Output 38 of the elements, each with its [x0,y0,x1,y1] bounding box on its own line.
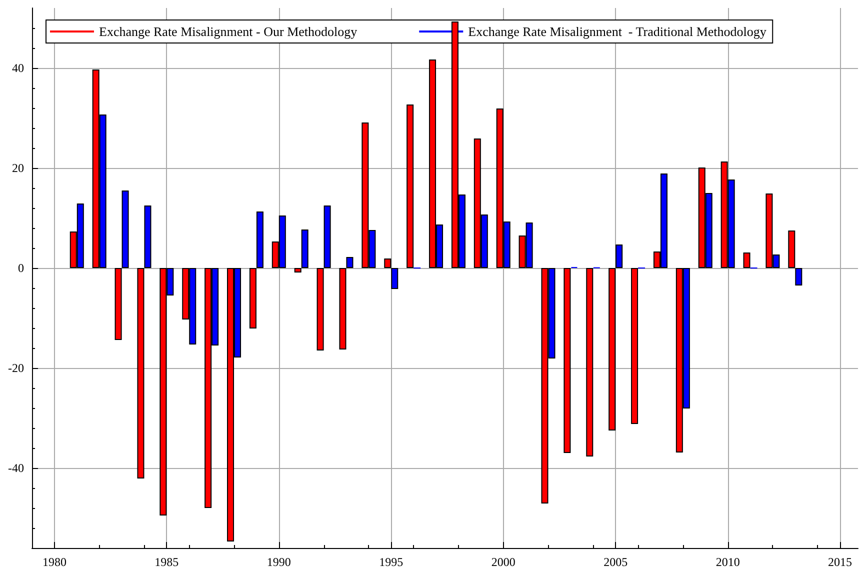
x-tick-label: 2005 [604,555,628,569]
bar [406,104,414,268]
bar [788,230,796,268]
bar [114,268,122,340]
bar [249,268,256,328]
bar [586,268,594,456]
bar [122,190,129,268]
bar [743,252,750,268]
x-tick-label: 1995 [379,555,404,569]
bar [339,268,346,350]
bar [301,230,308,268]
bar [391,268,398,289]
bar [137,268,144,478]
bar [316,268,324,350]
y-tick-label: 20 [12,161,24,175]
x-tick-label: 2000 [491,555,516,569]
legend-label: Exchange Rate Misalignment - Our Methodology [99,24,358,39]
x-tick-label: 1980 [42,555,66,569]
x-tick-label: 2015 [828,555,852,569]
bar [616,244,623,268]
x-tick-label: 2010 [716,555,740,569]
bar [324,206,331,268]
x-tick-label: 1990 [266,555,291,569]
bar [346,257,354,268]
bar [144,206,152,268]
y-tick-label: 0 [18,261,24,275]
bar [608,268,616,430]
bar [256,212,264,268]
bar [564,268,571,453]
y-tick-label: -40 [8,461,24,475]
x-tick-label: 1985 [154,555,179,569]
y-tick-label: -20 [8,361,24,375]
y-tick-label: 40 [12,61,24,75]
bar [631,268,638,424]
bar [384,258,392,268]
bar [294,268,302,272]
bar [795,268,802,286]
legend-label: Exchange Rate Misalignment - Traditional Methodology [468,24,767,39]
